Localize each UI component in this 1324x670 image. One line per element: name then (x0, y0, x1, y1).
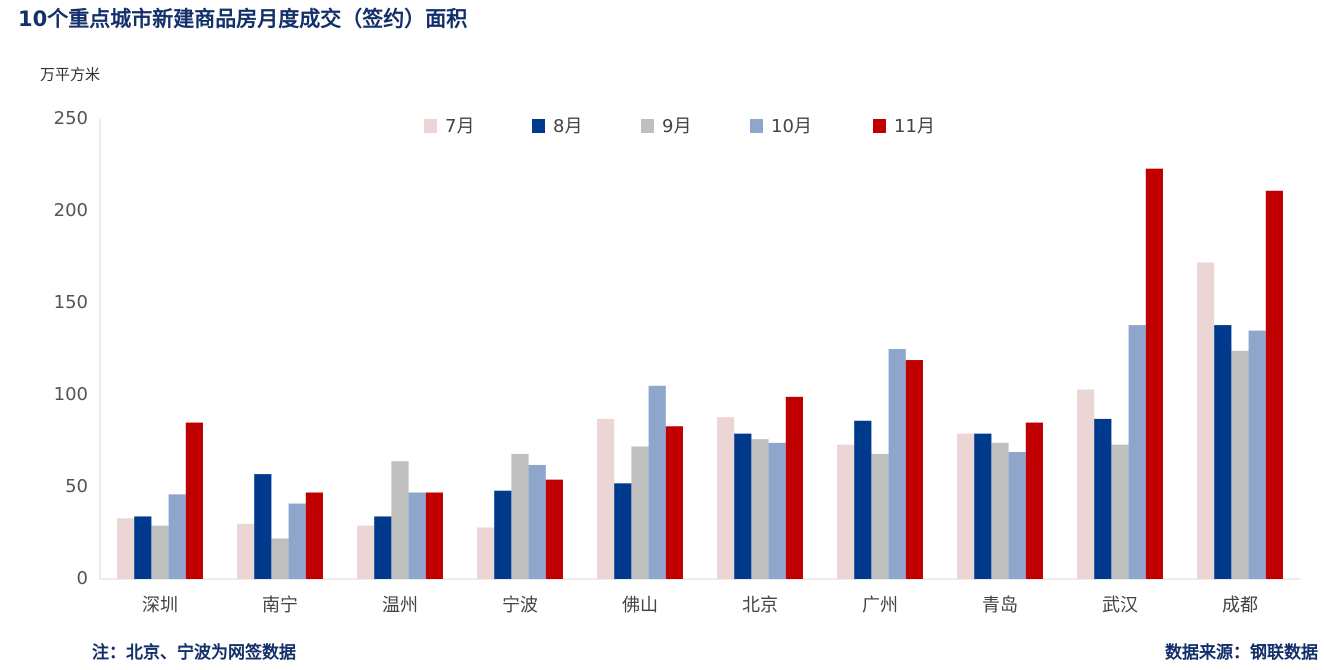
x-tick-label: 北京 (742, 595, 778, 616)
bar (905, 360, 923, 579)
x-tick-label: 深圳 (142, 595, 178, 616)
legend-swatch (873, 119, 886, 133)
bar (597, 418, 615, 579)
bar (1248, 330, 1266, 579)
bar (717, 417, 735, 579)
bar (494, 490, 512, 579)
x-tick-label: 成都 (1222, 595, 1258, 616)
bar (974, 433, 992, 579)
bar (665, 426, 683, 579)
bar (1231, 350, 1249, 579)
legend-label: 9月 (662, 116, 691, 137)
y-tick-label: 0 (77, 568, 88, 589)
bar (768, 442, 786, 579)
x-tick-label: 宁波 (502, 595, 538, 616)
bar (871, 453, 889, 579)
bar (1077, 389, 1095, 579)
bar (957, 433, 975, 579)
legend-label: 11月 (894, 116, 935, 137)
note: 注：北京、宁波为网签数据 (92, 642, 296, 663)
bar (528, 464, 546, 579)
legend-label: 7月 (445, 116, 474, 137)
legend-swatch (424, 119, 437, 133)
x-tick-label: 武汉 (1102, 595, 1138, 616)
x-tick-label: 南宁 (262, 595, 298, 616)
bar (1265, 190, 1283, 579)
y-tick-label: 200 (54, 200, 88, 221)
bar (511, 453, 529, 579)
bar (854, 420, 872, 579)
bar (237, 523, 255, 579)
bar (271, 538, 289, 579)
x-tick-label: 佛山 (622, 595, 658, 616)
bar (1145, 168, 1163, 579)
bar (837, 444, 855, 579)
legend-label: 10月 (771, 116, 812, 137)
x-tick-label: 青岛 (982, 595, 1018, 616)
bar (631, 446, 649, 579)
bar (545, 479, 563, 579)
source: 数据来源：钢联数据 (1165, 642, 1318, 663)
bar (785, 396, 803, 579)
y-axis-label: 万平方米 (40, 66, 100, 84)
bar (1128, 325, 1146, 579)
bar (185, 422, 203, 579)
bar (357, 525, 375, 579)
chart-title: 10个重点城市新建商品房月度成交（签约）面积 (18, 7, 467, 31)
bar (477, 527, 495, 579)
y-tick-label: 250 (54, 108, 88, 129)
bar (1094, 418, 1112, 579)
x-tick-label: 温州 (382, 595, 418, 616)
bar (151, 525, 169, 579)
bar (751, 439, 769, 579)
bar (425, 492, 443, 579)
legend-label: 8月 (553, 116, 582, 137)
bar (648, 385, 666, 579)
bar (374, 516, 392, 579)
bar (1025, 422, 1043, 579)
y-tick-label: 100 (54, 384, 88, 405)
bar (991, 442, 1009, 579)
bar (1111, 444, 1129, 579)
bar (305, 492, 323, 579)
bar (134, 516, 152, 579)
bar (614, 483, 632, 579)
y-tick-label: 50 (65, 476, 88, 497)
bar (888, 349, 906, 579)
bar (117, 518, 135, 579)
x-tick-label: 广州 (862, 595, 898, 616)
bar (408, 492, 426, 579)
legend-swatch (641, 119, 654, 133)
bar (288, 503, 306, 579)
legend-swatch (532, 119, 545, 133)
bar (1214, 325, 1232, 579)
bar (1008, 452, 1026, 579)
legend-swatch (750, 119, 763, 133)
bar (734, 433, 752, 579)
bar (254, 474, 272, 579)
bar (391, 461, 409, 579)
y-tick-label: 150 (54, 292, 88, 313)
bar (1197, 262, 1215, 579)
bar (168, 494, 186, 579)
